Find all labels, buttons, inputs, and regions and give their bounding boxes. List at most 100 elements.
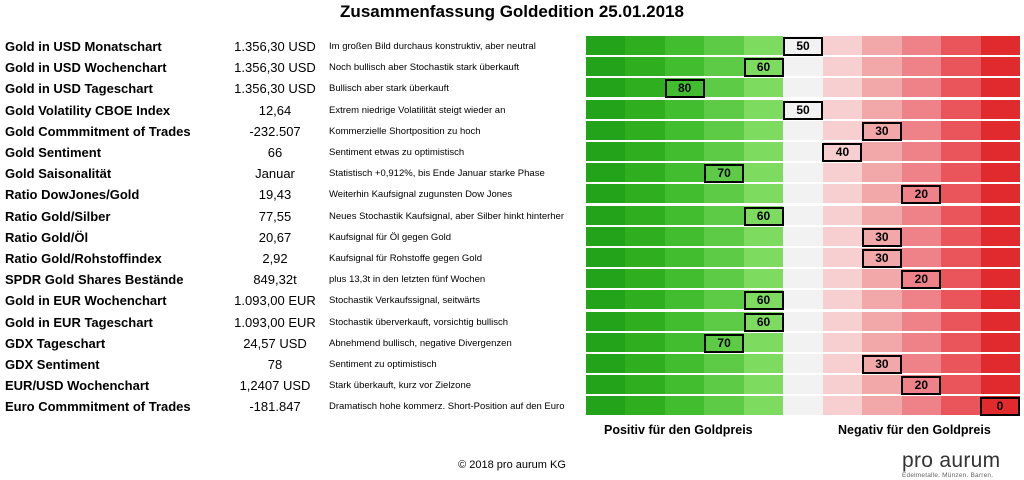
indicator-value: 1.093,00 EUR <box>234 293 316 309</box>
rating-scale <box>586 248 1020 267</box>
indicator-value: 19,43 <box>258 187 292 203</box>
scale-cell <box>980 248 1020 267</box>
indicator-value: 66 <box>267 145 283 160</box>
indicator-name: Ratio Gold/Silber <box>5 208 111 224</box>
scale-cell <box>704 311 744 331</box>
scale-cell <box>586 332 626 352</box>
rating-scale <box>586 57 1020 77</box>
scale-cell <box>783 269 823 289</box>
scale-cell <box>586 36 626 55</box>
score-marker: 60 <box>743 58 784 78</box>
scale-cell <box>783 248 823 267</box>
scale-cell <box>704 248 744 267</box>
score-marker: 70 <box>704 333 745 353</box>
scale-cell <box>783 290 823 310</box>
table-row: Gold in USD Monatschart 1.356,30 USD Im gr… <box>0 36 1024 57</box>
score-marker: 20 <box>901 185 942 205</box>
scale-cell <box>664 269 705 289</box>
scale-cell <box>586 311 626 331</box>
scale-cell <box>783 375 823 395</box>
table-row: Euro Commmitment of Trades -181.847 Dramat… <box>0 396 1024 417</box>
indicator-comment: Stochastik Verkaufssignal, seitwärts <box>329 295 481 307</box>
rating-scale <box>586 184 1020 204</box>
scale-cell <box>586 354 626 373</box>
score-marker: 50 <box>783 37 823 56</box>
table-row: Gold in EUR Tageschart 1.093,00 EUR Stocha… <box>0 311 1024 333</box>
score-marker: 30 <box>861 121 902 141</box>
indicator-name: Gold Volatility CBOE Index <box>5 102 171 118</box>
scale-cell <box>783 332 823 352</box>
rating-scale <box>586 78 1020 98</box>
scale-cell <box>901 57 942 77</box>
pro-aurum-logo: pro aurum Edelmetalle. Münzen. Barren. <box>902 450 1020 480</box>
scale-cell <box>625 354 665 373</box>
indicator-comment: Neues Stochastik Kaufsignal, aber Silber… <box>329 210 564 222</box>
scale-cell <box>743 99 784 119</box>
scale-cell <box>625 99 665 119</box>
scale-cell <box>941 226 981 246</box>
indicator-value: 2,92 <box>262 251 288 266</box>
scale-cell <box>743 163 784 183</box>
scale-cell <box>586 269 626 289</box>
scale-cell <box>822 354 863 373</box>
score-marker: 30 <box>861 355 902 374</box>
scale-cell <box>822 226 863 246</box>
indicator-comment: Sentiment etwas zu optimistisch <box>329 147 465 158</box>
scale-cell <box>625 184 665 204</box>
scale-cell <box>743 354 784 373</box>
indicator-value: -232.507 <box>249 123 301 139</box>
scale-cell <box>625 205 665 225</box>
scale-cell <box>862 290 902 310</box>
scale-cell <box>941 269 981 289</box>
scale-cell <box>822 205 863 225</box>
indicator-value: 1.356,30 USD <box>234 60 316 76</box>
scale-cell <box>941 354 981 373</box>
rating-scale <box>586 269 1020 289</box>
scale-cell <box>901 290 942 310</box>
scale-cell <box>783 184 823 204</box>
scale-cell <box>625 163 665 183</box>
score-marker: 60 <box>743 312 784 332</box>
indicator-comment: Stark überkauft, kurz vor Zielzone <box>329 380 472 392</box>
scale-cell <box>822 396 863 416</box>
scale-cell <box>664 311 705 331</box>
table-row: Ratio Gold/Öl 20,67 Kaufsignal für Öl gege… <box>0 226 1024 248</box>
score-marker: 30 <box>861 249 902 268</box>
scale-cell <box>862 163 902 183</box>
indicator-name: Gold in EUR Wochenchart <box>5 293 167 309</box>
scale-cell <box>704 184 744 204</box>
scale-cell <box>664 184 705 204</box>
scale-cell <box>625 290 665 310</box>
scale-cell <box>743 396 784 416</box>
indicator-value: 12,64 <box>258 102 292 118</box>
indicator-value: 1,2407 USD <box>239 378 311 394</box>
scale-cell <box>586 396 626 416</box>
scale-cell <box>941 57 981 77</box>
scale-cell <box>783 163 823 183</box>
indicator-name: EUR/USD Wochenchart <box>5 378 150 394</box>
scale-cell <box>743 142 784 161</box>
scale-cell <box>980 290 1020 310</box>
scale-cell <box>664 142 705 161</box>
scale-cell <box>901 311 942 331</box>
scale-cell <box>901 78 942 98</box>
scale-cell <box>704 78 744 98</box>
scale-cell <box>901 396 942 416</box>
scale-cell <box>586 184 626 204</box>
scale-cell <box>586 205 626 225</box>
scale-cell <box>586 248 626 267</box>
indicator-name: Gold in USD Wochenchart <box>5 60 167 76</box>
scale-cell <box>980 332 1020 352</box>
scale-cell <box>980 354 1020 373</box>
indicator-name: Gold in USD Monatschart <box>5 39 162 54</box>
table-row: Gold Commmitment of Trades -232.507 Kommer… <box>0 120 1024 142</box>
page-title: Zusammenfassung Goldedition 25.01.2018 <box>340 2 684 21</box>
scale-cell <box>664 99 705 119</box>
scale-cell <box>664 120 705 140</box>
indicator-value: 20,67 <box>258 229 292 245</box>
table-row: GDX Tageschart 24,57 USD Abnehmend bullisc… <box>0 332 1024 354</box>
indicator-value: -181.847 <box>249 399 301 415</box>
scale-cell <box>980 311 1020 331</box>
score-marker: 20 <box>901 376 942 396</box>
scale-cell <box>625 57 665 77</box>
